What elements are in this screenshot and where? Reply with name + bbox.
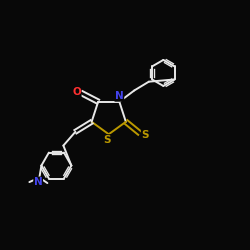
Text: O: O (72, 87, 81, 97)
Text: N: N (115, 91, 124, 101)
Text: N: N (34, 177, 42, 187)
Text: S: S (141, 130, 149, 140)
Text: S: S (104, 135, 111, 145)
